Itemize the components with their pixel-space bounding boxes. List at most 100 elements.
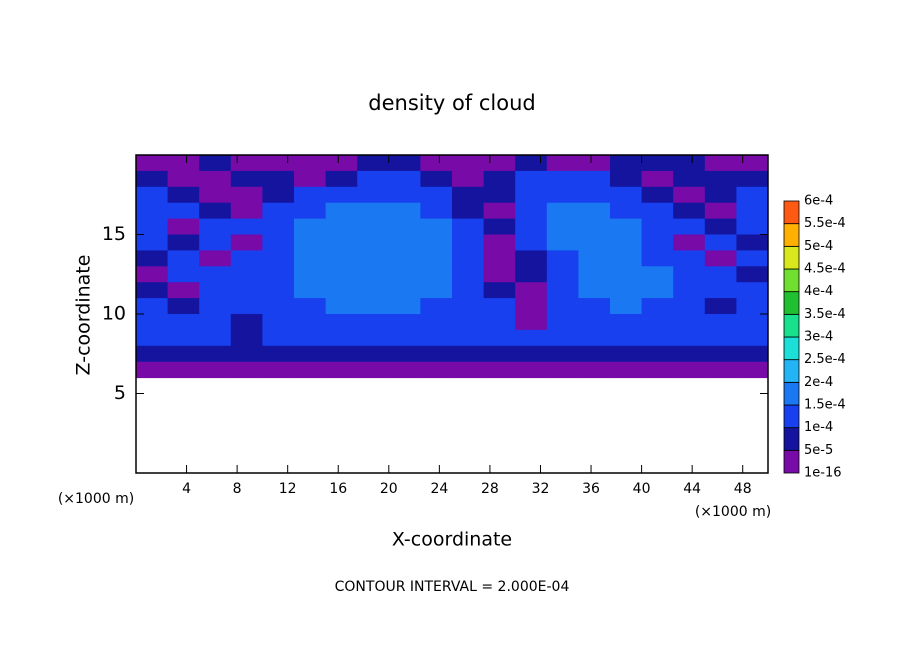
field-cell [294, 329, 327, 347]
colorbar-label: 1e-4 [804, 420, 833, 435]
field-cell [262, 202, 295, 220]
field-cell [515, 345, 548, 363]
field-cell [704, 282, 737, 299]
field-cell [388, 186, 421, 204]
colorbar-label: 2e-4 [804, 375, 833, 390]
field-cell [673, 250, 706, 267]
field-cell [357, 361, 390, 379]
x-unit-label: (×1000 m) [58, 491, 134, 507]
field-cell [294, 361, 327, 379]
field-cell [230, 170, 263, 188]
field-cell [610, 282, 643, 299]
colorbar-box [783, 200, 800, 225]
field-cell [704, 329, 737, 347]
field-cell [199, 170, 232, 188]
field-cell [452, 250, 485, 267]
x-tick-label: 4 [182, 481, 191, 497]
field-cell [136, 234, 169, 251]
field-cell [262, 314, 295, 331]
field-cell [578, 298, 611, 315]
field-cell [483, 361, 516, 379]
field-cell [483, 250, 516, 267]
field-cell [610, 250, 643, 267]
field-cell [136, 266, 169, 283]
field-cell [420, 218, 453, 235]
field-cell [483, 314, 516, 331]
field-cell [325, 266, 358, 283]
field-cell [230, 329, 263, 347]
field-cell [641, 266, 674, 283]
field-cell [357, 282, 390, 299]
field-cell [420, 202, 453, 220]
field [136, 155, 769, 379]
field-cell [673, 361, 706, 379]
field-cell [546, 345, 579, 363]
field-cell [673, 282, 706, 299]
field-cell [199, 266, 232, 283]
colorbar-label: 6e-4 [804, 194, 833, 209]
field-cell [167, 298, 200, 315]
field-cell [325, 361, 358, 379]
field-cell [641, 170, 674, 188]
field-cell [199, 298, 232, 315]
field-cell [325, 250, 358, 267]
field-cell [546, 282, 579, 299]
field-cell [136, 345, 169, 363]
field-cell [641, 250, 674, 267]
field-cell [641, 361, 674, 379]
colorbar-box [783, 404, 800, 429]
field-cell [167, 282, 200, 299]
field-cell [262, 218, 295, 235]
field-cell [325, 218, 358, 235]
field-cell [483, 170, 516, 188]
field-cell [357, 250, 390, 267]
field-cell [546, 361, 579, 379]
field-cell [230, 202, 263, 220]
field-cell [294, 345, 327, 363]
field-cell [736, 234, 769, 251]
field-cell [736, 361, 769, 379]
field-cell [262, 329, 295, 347]
field-cell [136, 361, 169, 379]
field-cell [136, 298, 169, 315]
field-cell [230, 361, 263, 379]
x-axis-title: X-coordinate [392, 529, 512, 551]
colorbar-label: 5.5e-4 [804, 216, 846, 231]
field-cell [673, 298, 706, 315]
field-cell [325, 155, 358, 172]
field-cell [736, 155, 769, 172]
field-cell [167, 155, 200, 172]
field-cell [452, 186, 485, 204]
field-cell [167, 266, 200, 283]
field-cell [262, 361, 295, 379]
y-tick-label: 10 [102, 303, 126, 325]
field-cell [388, 361, 421, 379]
field-cell [199, 250, 232, 267]
field-cell [388, 282, 421, 299]
field-cell [578, 250, 611, 267]
field-cell [483, 234, 516, 251]
x-tick-label: 44 [683, 481, 701, 497]
field-cell [167, 314, 200, 331]
field-cell [357, 234, 390, 251]
field-cell [704, 234, 737, 251]
field-cell [388, 314, 421, 331]
colorbar-label: 4e-4 [804, 284, 833, 299]
field-cell [578, 202, 611, 220]
field-cell [736, 329, 769, 347]
colorbar-box [783, 268, 800, 293]
x-tick-label: 16 [329, 481, 347, 497]
field-cell [452, 345, 485, 363]
field-cell [610, 155, 643, 172]
field-cell [325, 314, 358, 331]
x-tick-label: 32 [532, 481, 550, 497]
colorbar-box [783, 291, 800, 315]
field-cell [167, 218, 200, 235]
field-cell [641, 218, 674, 235]
field-cell [136, 218, 169, 235]
field-cell [230, 186, 263, 204]
field-cell [610, 298, 643, 315]
field-cell [136, 250, 169, 267]
